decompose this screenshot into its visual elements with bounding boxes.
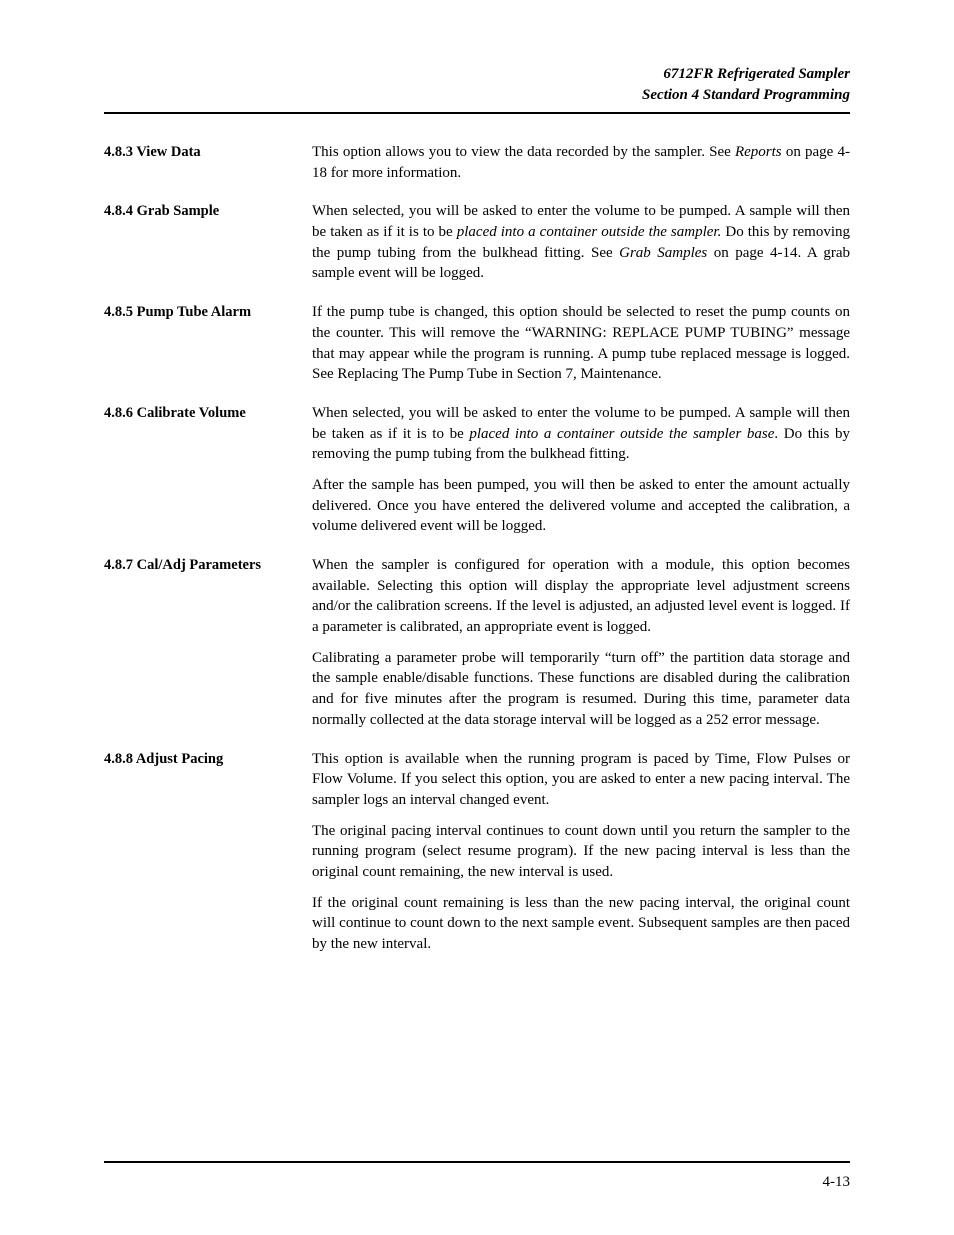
paragraph: When the sampler is configured for opera… xyxy=(312,555,850,638)
section: 4.8.7 Cal/Adj ParametersWhen the sampler… xyxy=(104,555,850,731)
header-divider xyxy=(104,112,850,114)
header-line-2: Section 4 Standard Programming xyxy=(104,85,850,106)
section: 4.8.3 View DataThis option allows you to… xyxy=(104,142,850,183)
section: 4.8.4 Grab SampleWhen selected, you will… xyxy=(104,201,850,284)
paragraph: Calibrating a parameter probe will tempo… xyxy=(312,648,850,731)
section-body: This option is available when the runnin… xyxy=(312,749,850,955)
section-heading: 4.8.5 Pump Tube Alarm xyxy=(104,302,312,385)
sections-container: 4.8.3 View DataThis option allows you to… xyxy=(104,142,850,955)
page-header: 6712FR Refrigerated Sampler Section 4 St… xyxy=(104,64,850,106)
section-heading: 4.8.6 Calibrate Volume xyxy=(104,403,312,537)
paragraph: This option allows you to view the data … xyxy=(312,142,850,183)
page-number: 4-13 xyxy=(823,1174,851,1191)
paragraph: The original pacing interval continues t… xyxy=(312,821,850,883)
section-body: If the pump tube is changed, this option… xyxy=(312,302,850,385)
header-line-1: 6712FR Refrigerated Sampler xyxy=(104,64,850,85)
paragraph: If the original count remaining is less … xyxy=(312,893,850,955)
section: 4.8.6 Calibrate VolumeWhen selected, you… xyxy=(104,403,850,537)
section-heading: 4.8.4 Grab Sample xyxy=(104,201,312,284)
paragraph: When selected, you will be asked to ente… xyxy=(312,201,850,284)
section-heading: 4.8.7 Cal/Adj Parameters xyxy=(104,555,312,731)
paragraph: After the sample has been pumped, you wi… xyxy=(312,475,850,537)
paragraph: This option is available when the runnin… xyxy=(312,749,850,811)
section-body: When selected, you will be asked to ente… xyxy=(312,403,850,537)
paragraph: When selected, you will be asked to ente… xyxy=(312,403,850,465)
footer-divider xyxy=(104,1161,850,1163)
section: 4.8.5 Pump Tube AlarmIf the pump tube is… xyxy=(104,302,850,385)
section-heading: 4.8.3 View Data xyxy=(104,142,312,183)
section-body: This option allows you to view the data … xyxy=(312,142,850,183)
section-body: When the sampler is configured for opera… xyxy=(312,555,850,731)
section: 4.8.8 Adjust PacingThis option is availa… xyxy=(104,749,850,955)
section-body: When selected, you will be asked to ente… xyxy=(312,201,850,284)
paragraph: If the pump tube is changed, this option… xyxy=(312,302,850,385)
section-heading: 4.8.8 Adjust Pacing xyxy=(104,749,312,955)
